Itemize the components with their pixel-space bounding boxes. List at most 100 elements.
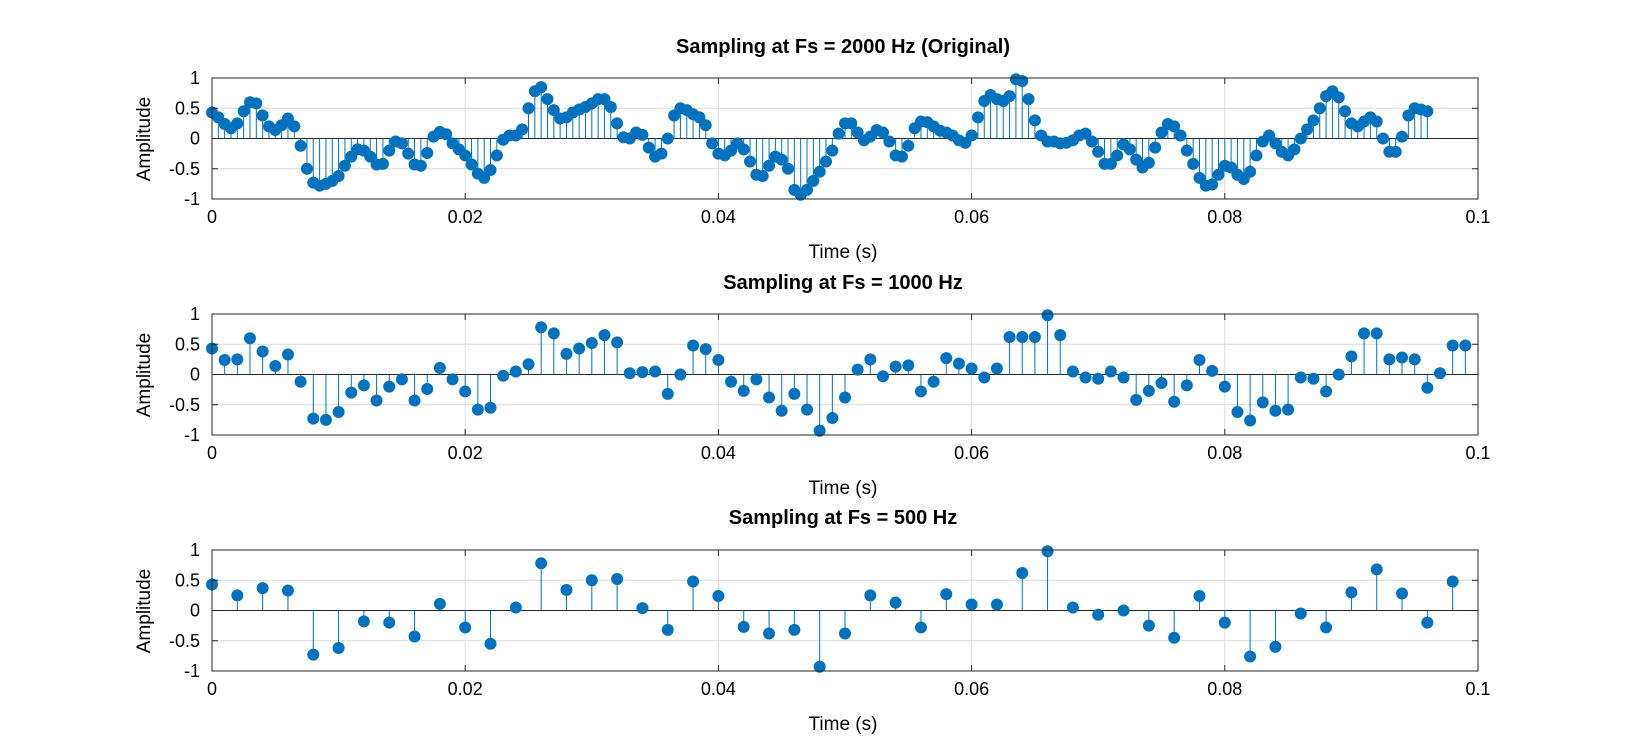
stem-marker (465, 158, 478, 171)
stem-marker (864, 353, 877, 366)
stem-marker (1370, 115, 1383, 128)
stem-marker (484, 401, 497, 414)
stem-marker (813, 424, 826, 437)
x-tick-label: 0.06 (954, 679, 989, 699)
stem-marker (1003, 90, 1016, 103)
stem-marker (1142, 619, 1155, 632)
stem-marker (1085, 135, 1098, 148)
stem-marker (1117, 604, 1130, 617)
stem-marker (699, 343, 712, 356)
x-tick-label: 0.02 (448, 443, 483, 463)
stem-marker (889, 360, 902, 373)
stem-marker (522, 358, 535, 371)
stem-marker (1016, 330, 1029, 343)
stem-marker (414, 159, 427, 172)
stem-marker (782, 162, 795, 175)
stem-marker (826, 144, 839, 157)
x-tick-label: 0.06 (954, 443, 989, 463)
stem-marker (1066, 365, 1079, 378)
stem-marker (1256, 396, 1269, 409)
stem-marker (801, 403, 814, 416)
stem-marker (509, 601, 522, 614)
stem-marker (243, 332, 256, 345)
stem-marker (642, 141, 655, 154)
stem-marker (661, 623, 674, 636)
stem-marker (402, 147, 415, 160)
stem-marker (744, 155, 757, 168)
stem-marker (839, 627, 851, 640)
stem-marker (319, 413, 332, 426)
stem-marker (459, 621, 472, 634)
stem-marker (737, 620, 750, 633)
stem-marker (307, 648, 320, 661)
stem-marker (661, 132, 674, 145)
stem-marker (763, 391, 776, 404)
x-tick-label: 0.04 (701, 679, 736, 699)
stem-marker (421, 147, 434, 160)
stem-marker (1269, 404, 1282, 417)
stem-marker (1332, 368, 1345, 381)
stem-marker (541, 93, 554, 106)
stem-marker (1054, 329, 1067, 342)
stem-marker (813, 165, 826, 178)
stem-marker (788, 623, 801, 636)
stem-marker (1269, 640, 1282, 653)
stem-marker (674, 368, 687, 381)
stem-marker (1123, 143, 1136, 156)
stem-marker (712, 353, 725, 366)
stem-marker (598, 329, 611, 342)
stem-marker (573, 342, 586, 355)
stem-marker (832, 127, 845, 140)
x-axis-label: Time (s) (809, 478, 878, 499)
y-tick-label: 1 (190, 304, 200, 324)
stem-marker (1180, 379, 1193, 392)
stem-marker (611, 336, 624, 349)
stem-marker (712, 589, 725, 602)
stem-marker (281, 584, 294, 597)
x-tick-label: 0 (207, 207, 217, 227)
stem-marker (1244, 165, 1257, 178)
stem-marker (952, 357, 965, 370)
stem-marker (395, 137, 408, 150)
subplot-fs-2000: Sampling at Fs = 2000 Hz (Original) Time… (134, 36, 1491, 263)
stem-marker (446, 373, 459, 386)
stem-marker (1339, 105, 1352, 118)
x-axis-label: Time (s) (809, 242, 878, 263)
stem-marker (1155, 376, 1168, 389)
stem-marker (332, 170, 345, 183)
stem-marker (1193, 353, 1206, 366)
stem-marker (294, 375, 307, 388)
stem-marker (1446, 339, 1459, 352)
stem-marker (1332, 91, 1345, 104)
stem-marker (940, 352, 953, 365)
stem-marker (1345, 350, 1358, 363)
stem-marker (459, 149, 472, 162)
stem-marker (971, 111, 984, 124)
stem-marker (763, 159, 776, 172)
y-tick-label: -0.5 (169, 631, 200, 651)
stem-marker (965, 598, 978, 611)
stem-marker (687, 339, 700, 352)
stem-marker (845, 117, 858, 130)
y-axis-label: Amplitude (134, 97, 155, 182)
stem-marker (1104, 157, 1117, 170)
stem-marker (1168, 395, 1181, 408)
stem-marker (813, 660, 826, 673)
stem-marker (965, 362, 978, 375)
stem-marker (763, 627, 776, 640)
stem-marker (750, 373, 763, 386)
stem-marker (1288, 143, 1301, 156)
stem-marker (1231, 406, 1244, 419)
stem-marker (756, 170, 769, 183)
stem-marker (895, 150, 908, 163)
x-tick-label: 0.02 (448, 207, 483, 227)
stem-marker (914, 385, 927, 398)
plot-area: 0 0.02 0.04 0.06 0.08 0.1 1 0.5 0 -0.5 -1 (169, 304, 1491, 463)
stem-marker (1421, 616, 1434, 629)
stem-marker (1320, 621, 1333, 634)
stem-marker (535, 81, 548, 94)
stem-marker (383, 144, 396, 157)
stem-marker (902, 139, 915, 152)
stem-marker (250, 97, 263, 110)
x-tick-label: 0.1 (1465, 207, 1490, 227)
